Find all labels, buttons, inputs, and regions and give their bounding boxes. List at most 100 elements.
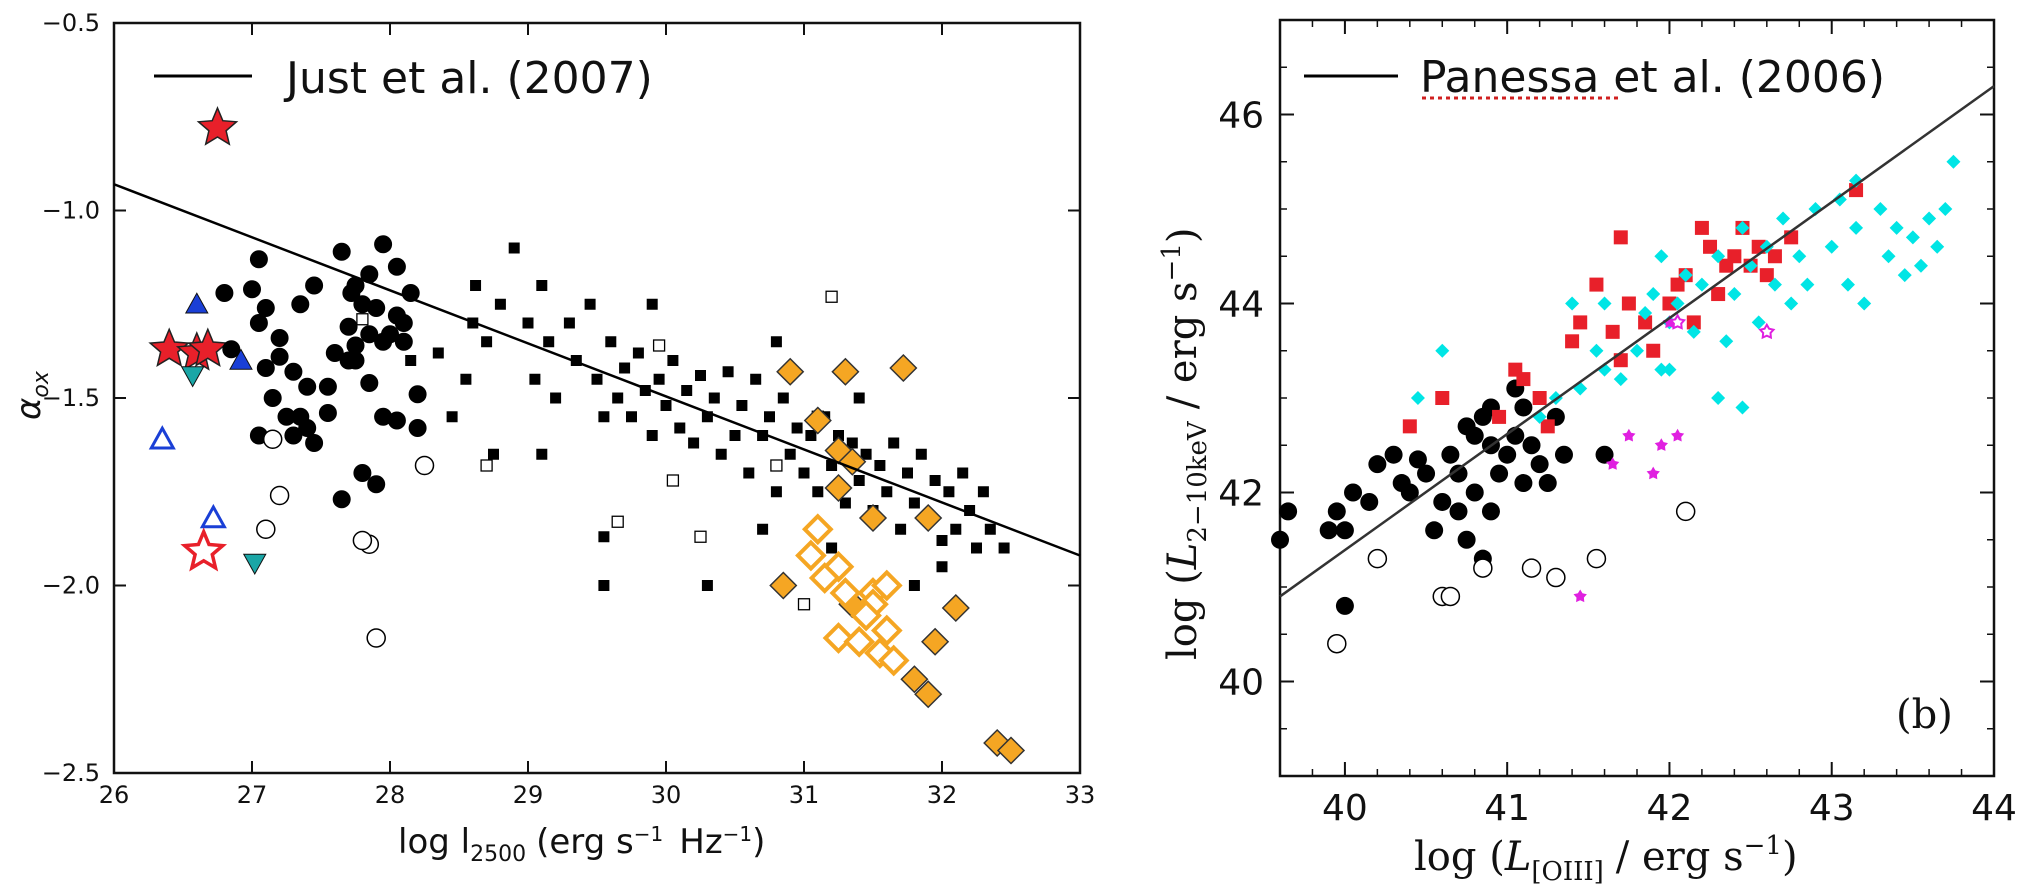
x-tick-label: 33 xyxy=(1065,781,1096,809)
black-circles-filled-point xyxy=(1417,464,1436,483)
cyan-diamonds-point xyxy=(1735,220,1750,235)
black-squares-filled-point xyxy=(826,460,838,471)
black-squares-filled-point xyxy=(646,430,658,441)
black-circles-filled-point xyxy=(1335,596,1354,615)
right-ylabel-main: log ( xyxy=(1160,569,1206,660)
red-stars-filled-point xyxy=(186,327,229,367)
black-circles-filled-point xyxy=(1457,530,1476,549)
red-squares-filled-point xyxy=(1565,334,1580,349)
orange-diamonds-filled-point xyxy=(824,473,853,503)
cyan-diamonds-point xyxy=(1946,154,1961,169)
black-circles-open-point xyxy=(1367,548,1388,569)
black-squares-filled-point xyxy=(632,347,644,359)
orange-diamonds-open-point xyxy=(801,513,834,546)
black-squares-filled-point xyxy=(708,392,720,404)
black-circles-open-point xyxy=(262,429,283,449)
black-circles-filled-point xyxy=(374,407,393,426)
black-circles-filled-point xyxy=(1538,474,1557,493)
orange-diamonds-open-point xyxy=(808,562,841,594)
black-squares-open-point xyxy=(797,598,811,611)
black-squares-open-point xyxy=(770,459,783,472)
red-squares-filled-point xyxy=(1759,268,1774,283)
y-tick-label: −1.5 xyxy=(42,384,100,412)
right-legend-label: Panessa et al. (2006) xyxy=(1420,52,1885,103)
black-circles-filled-point xyxy=(1449,502,1468,521)
black-circles-filled-point xyxy=(339,317,358,336)
black-circles-filled-point xyxy=(249,250,268,269)
black-squares-filled-point xyxy=(536,448,548,460)
orange-diamonds-open-point xyxy=(870,569,903,602)
orange-diamonds-open-point xyxy=(850,599,882,632)
black-squares-filled-point xyxy=(839,497,851,509)
right-xlabel-exp: −1 xyxy=(1744,831,1782,861)
left-xlabel-exp2: −1 xyxy=(723,822,752,846)
cyan-diamonds-point xyxy=(1784,296,1799,311)
black-circles-filled-point xyxy=(367,299,386,317)
left-plot-frame xyxy=(112,21,1082,775)
black-circles-filled-point xyxy=(284,362,303,381)
black-squares-filled-point xyxy=(957,467,969,479)
black-circles-filled-point xyxy=(1465,483,1484,502)
x-tick-label: 40 xyxy=(1322,788,1368,829)
black-squares-filled-point xyxy=(598,411,610,423)
black-circles-filled-point xyxy=(1360,492,1379,511)
black-circles-filled-point xyxy=(298,377,317,396)
black-circles-open-point xyxy=(1546,567,1566,588)
black-squares-filled-point xyxy=(908,497,920,509)
black-circles-filled-point xyxy=(1335,521,1354,540)
black-circles-filled-point xyxy=(346,351,365,370)
black-circles-filled-point xyxy=(387,257,406,276)
red-squares-filled-point xyxy=(1605,324,1620,339)
black-circles-filled-point xyxy=(360,325,379,344)
magenta-stars-point xyxy=(1606,457,1620,470)
left-x-ticks: 26 27 28 29 30 31 32 33 xyxy=(99,23,1096,809)
right-ylabel-sub: 2−10keV xyxy=(1183,420,1213,543)
black-squares-filled-point xyxy=(936,535,948,546)
cyan-diamonds-point xyxy=(1897,268,1912,283)
black-squares-filled-point xyxy=(833,430,844,441)
left-xlabel-hz: Hz xyxy=(679,822,722,862)
black-circles-filled-point xyxy=(360,265,379,284)
x-tick-label: 43 xyxy=(1809,788,1855,829)
black-circles-filled-point xyxy=(305,276,324,295)
black-circles-filled-point xyxy=(1344,483,1363,502)
right-xlabel-close: ) xyxy=(1782,834,1798,880)
x-tick-label: 28 xyxy=(375,781,406,809)
black-squares-filled-point xyxy=(750,373,762,385)
cyan-diamonds-point xyxy=(1646,287,1661,302)
cyan-diamonds-point xyxy=(1565,296,1580,311)
black-squares-filled-point xyxy=(570,355,582,366)
black-circles-filled-point xyxy=(1554,445,1573,464)
cyan-diamonds-point xyxy=(1589,343,1604,358)
orange-diamonds-open-point xyxy=(870,614,903,647)
black-squares-filled-point xyxy=(770,486,782,498)
orange-diamonds-open-point xyxy=(822,622,855,654)
orange-diamonds-filled-point xyxy=(858,503,888,533)
black-squares-filled-point xyxy=(470,280,482,291)
red-star-open-point xyxy=(180,527,228,572)
cyan-diamonds-point xyxy=(1905,230,1920,245)
black-squares-filled-point xyxy=(405,355,417,366)
black-squares-filled-point xyxy=(598,531,610,543)
black-squares-filled-point xyxy=(432,347,444,359)
blue-triangles-open-point xyxy=(148,425,176,450)
black-squares-open-point xyxy=(666,474,680,487)
black-squares-filled-point xyxy=(646,298,658,310)
y-tick-label: 42 xyxy=(1218,474,1264,515)
black-circles-filled-point xyxy=(381,325,399,344)
black-circles-filled-point xyxy=(1481,502,1500,521)
y-tick-label: −1.0 xyxy=(42,197,100,225)
cyan-diamonds-point xyxy=(1873,202,1888,216)
right-chart-panel: 40 41 42 43 44 40 42 44 46 Panessa et al. (2006… xyxy=(1157,18,2017,887)
black-circles-filled-point xyxy=(360,374,379,392)
cyan-diamonds-point xyxy=(1711,391,1726,405)
y-tick-label: −0.5 xyxy=(42,9,100,37)
orange-diamonds-filled-point xyxy=(921,627,950,656)
black-squares-filled-point xyxy=(619,362,631,374)
magenta-stars-point xyxy=(1662,315,1677,329)
cyan-diamonds-point xyxy=(1686,324,1701,339)
black-circles-filled-point xyxy=(353,295,372,314)
black-circles-filled-point xyxy=(249,314,268,332)
black-squares-filled-point xyxy=(598,580,610,591)
black-squares-filled-point xyxy=(826,542,838,554)
